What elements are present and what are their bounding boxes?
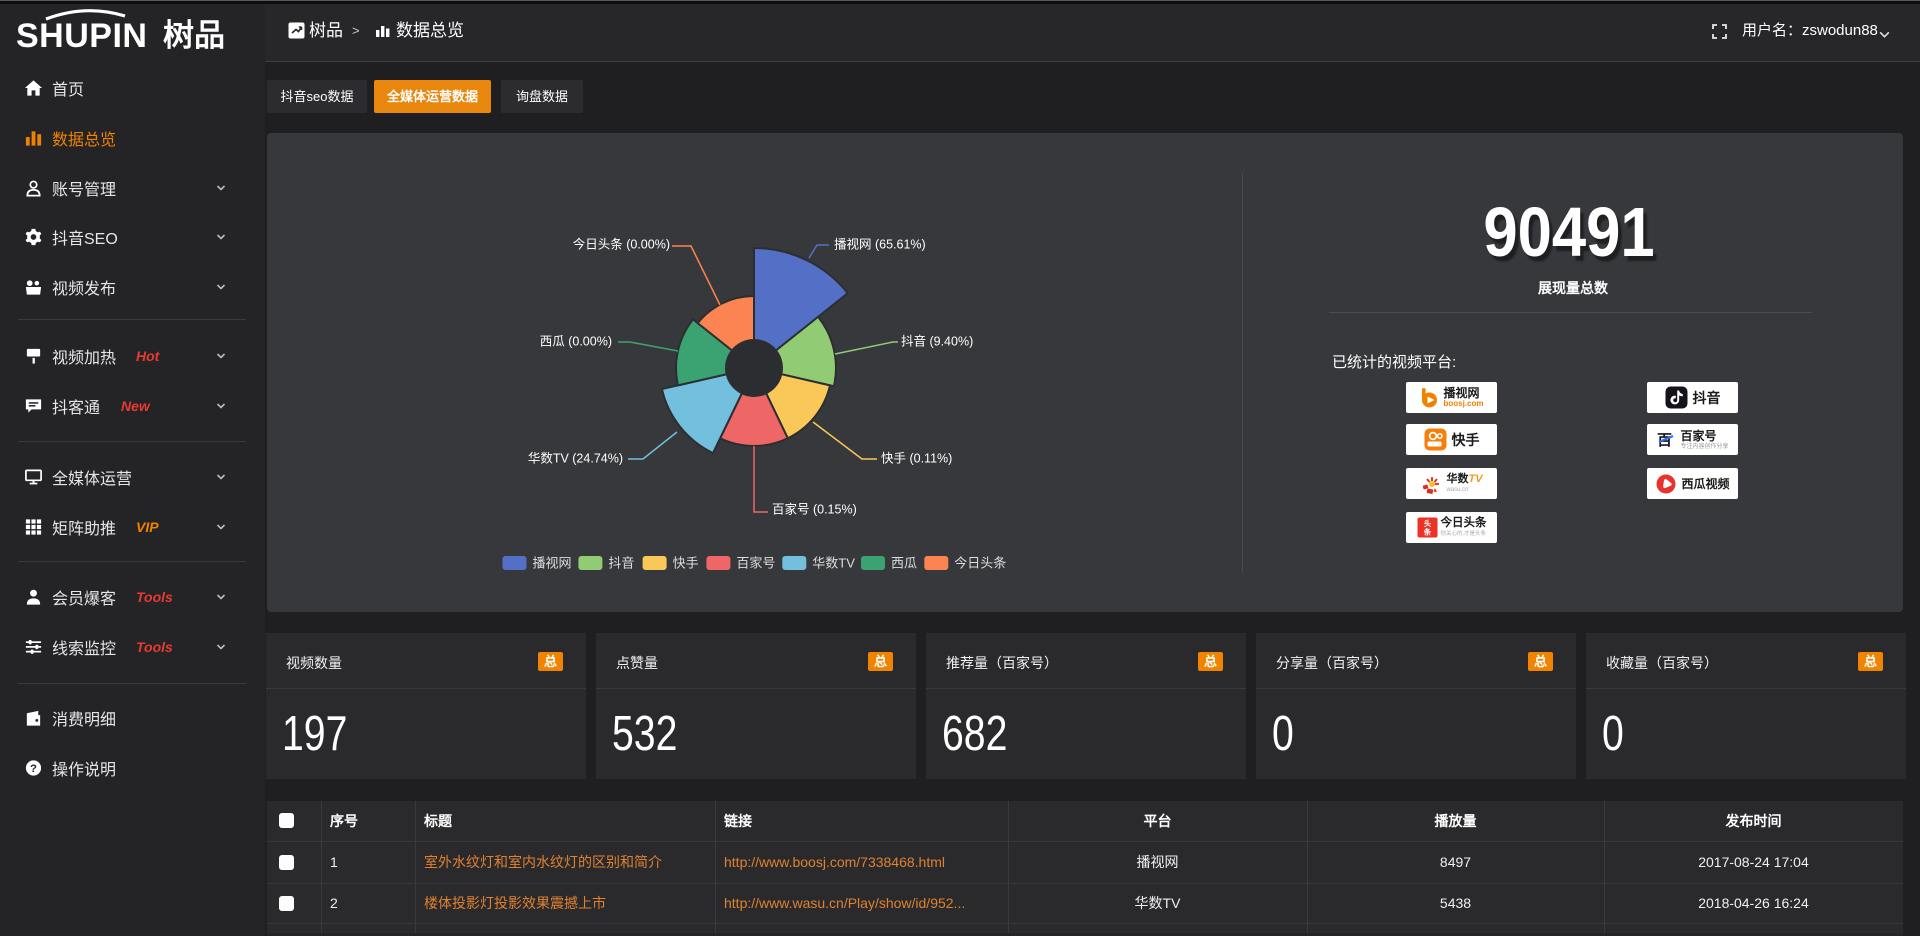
- svg-text:播视网: 播视网: [533, 556, 572, 571]
- svg-text:今日头条: 今日头条: [954, 556, 1006, 571]
- svg-text:百家号: 百家号: [736, 556, 775, 571]
- svg-text:百家号 (0.15%): 百家号 (0.15%): [772, 502, 857, 517]
- svg-text:?: ?: [30, 763, 37, 775]
- svg-text:快手: 快手: [673, 556, 699, 571]
- svg-text:华数TV: 华数TV: [812, 556, 855, 571]
- svg-text:抖音 (9.40%): 抖音 (9.40%): [901, 334, 973, 349]
- svg-text:西瓜: 西瓜: [891, 556, 917, 571]
- svg-text:抖音: 抖音: [608, 556, 634, 571]
- svg-text:快手 (0.11%): 快手 (0.11%): [881, 452, 952, 466]
- svg-text:树品: 树品: [163, 18, 225, 53]
- svg-text:头: 头: [1423, 518, 1431, 528]
- svg-text:华数TV (24.74%): 华数TV (24.74%): [528, 451, 623, 466]
- svg-text:播视网 (65.61%): 播视网 (65.61%): [834, 237, 926, 252]
- svg-text:今日头条 (0.00%): 今日头条 (0.00%): [573, 237, 670, 252]
- svg-text:西瓜 (0.00%): 西瓜 (0.00%): [540, 335, 612, 349]
- svg-text:SHUPIN: SHUPIN: [16, 17, 147, 55]
- svg-text:条: 条: [1422, 527, 1431, 537]
